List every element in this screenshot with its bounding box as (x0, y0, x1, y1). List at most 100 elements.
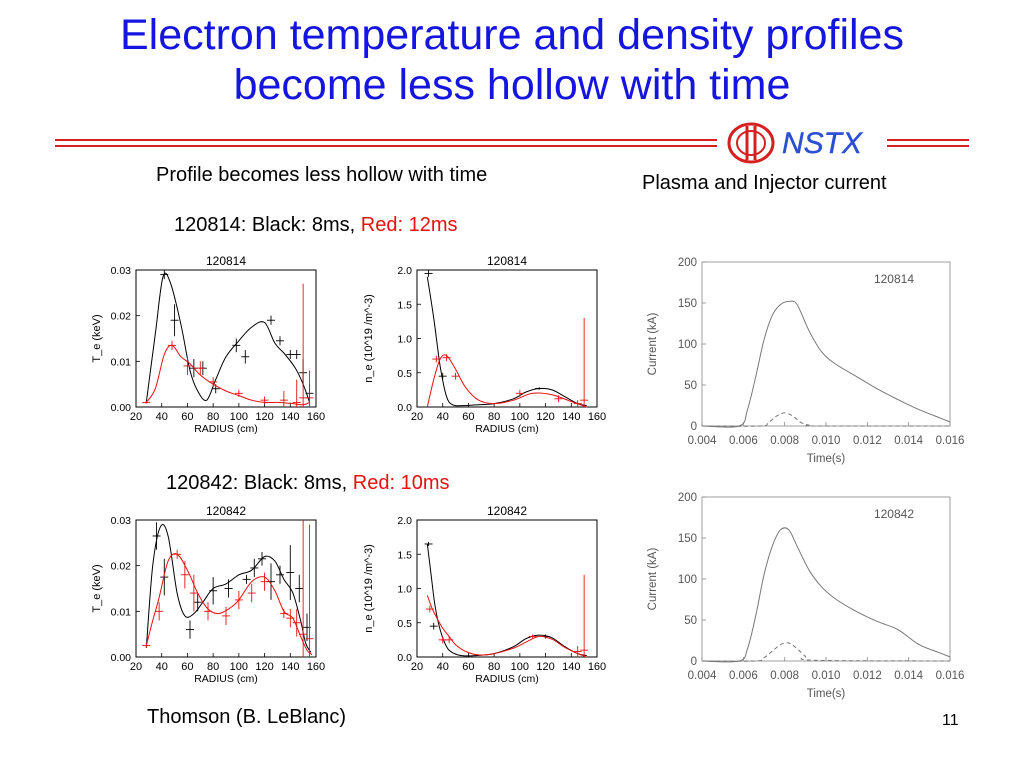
y-tick-label: 0.0 (397, 652, 412, 664)
x-tick-label: 0.004 (688, 670, 717, 682)
x-tick-label: 40 (437, 411, 449, 423)
caption-red-label: Red: 12ms (360, 214, 458, 236)
y-tick-label: 1.0 (397, 334, 412, 346)
caption-shot-120814: 120814: Black: 8ms, Red: 12ms (174, 214, 458, 237)
data-point (424, 270, 433, 277)
data-point (451, 372, 460, 380)
data-point (196, 361, 205, 376)
logo-ring-outer (727, 122, 775, 164)
data-point (260, 572, 269, 591)
y-axis-label: Current (kA) (647, 313, 659, 376)
data-point (573, 400, 582, 407)
data-point (528, 634, 537, 639)
series-line (145, 553, 313, 656)
x-tick-label: 20 (411, 661, 423, 673)
page-number: 11 (942, 712, 959, 729)
x-tick-label: 140 (562, 411, 580, 423)
x-tick-label: 160 (588, 661, 606, 673)
y-tick-label: 0.01 (111, 606, 132, 618)
x-tick-label: 140 (281, 661, 299, 673)
current-chart-120814: 0.004 0.006 0.008 0.010 0.012 0.014 0.016 0 50 10… (647, 257, 965, 465)
x-tick-label: 20 (130, 661, 142, 673)
footer-credit: Thomson (B. LeBlanc) (147, 706, 346, 728)
data-point (209, 577, 218, 605)
y-tick-label: 2.0 (397, 515, 412, 527)
current-chart-120842: 0.004 0.006 0.008 0.010 0.012 0.014 0.016 0 50 10… (647, 492, 965, 700)
x-axis-label: Time(s) (807, 688, 846, 700)
y-tick-label: 0.0 (397, 402, 412, 414)
y-tick-label: 0.00 (111, 402, 132, 414)
data-point (258, 551, 266, 566)
data-point (299, 520, 308, 657)
ne-chart-120814: 20 40 60 80 100 120 140 160 0.0 0.5 1.0 1.5 2.0 RADIU… (363, 254, 606, 435)
y-tick-label: 1.0 (397, 584, 412, 596)
y-tick-label: 0.03 (111, 265, 132, 277)
data-point (183, 356, 192, 376)
x-tick-label: 0.016 (936, 670, 965, 682)
x-tick-label: 0.004 (688, 435, 717, 447)
plot-frame (701, 261, 951, 427)
x-tick-label: 120 (255, 411, 273, 423)
data-point (438, 372, 447, 380)
x-tick-label: 120 (255, 661, 273, 673)
title-line-1: Electron temperature and density profile… (120, 11, 904, 59)
data-point (242, 574, 251, 584)
x-tick-label: 0.012 (853, 670, 882, 682)
data-point (142, 401, 151, 404)
x-tick-label: 0.012 (853, 435, 882, 447)
x-tick-label: 0.016 (936, 435, 965, 447)
chart-title: 120814 (206, 254, 246, 268)
x-axis-label: RADIUS (cm) (194, 673, 258, 685)
plot-frame (701, 496, 951, 662)
data-point (445, 636, 454, 644)
data-point (170, 304, 179, 337)
data-point (429, 622, 438, 630)
header-rule-right-top (887, 139, 969, 141)
y-axis-label: n_e (10^19 /m^-3) (363, 544, 375, 633)
x-tick-label: 0.008 (770, 670, 799, 682)
data-point (209, 377, 218, 387)
x-tick-label: 100 (230, 411, 248, 423)
data-point (241, 349, 250, 364)
header-rule-right-bottom (887, 145, 969, 147)
data-point (580, 317, 589, 407)
y-tick-label: 200 (678, 257, 697, 269)
logo-text: NSTX (782, 127, 863, 160)
x-tick-label: 140 (281, 411, 299, 423)
data-point (432, 355, 441, 363)
data-point (168, 340, 176, 350)
data-point (554, 395, 563, 403)
data-point (180, 561, 189, 589)
x-tick-label: 60 (181, 661, 193, 673)
data-point (222, 606, 230, 626)
x-tick-label: 60 (181, 411, 193, 423)
plot-frame (416, 519, 598, 658)
x-tick-label: 0.014 (894, 435, 923, 447)
y-tick-label: 150 (678, 298, 697, 310)
title-line-2: become less hollow with time (233, 61, 791, 109)
data-point (267, 315, 275, 325)
x-tick-label: 0.008 (770, 435, 799, 447)
ne-chart-120842: 20 40 60 80 100 120 140 160 0.0 0.5 1.0 1.5 2.0 RADIU… (363, 504, 606, 685)
data-point (142, 643, 151, 648)
y-tick-label: 100 (678, 574, 697, 586)
te-chart-120842: 20 40 60 80 100 120 140 160 0.00 0.01 0.02 0.03 RADI… (91, 504, 325, 685)
data-point (286, 609, 295, 628)
x-axis-label: RADIUS (cm) (194, 423, 258, 435)
data-point (279, 609, 288, 619)
chart-title: 120814 (874, 272, 914, 286)
data-point (580, 574, 589, 657)
data-point (276, 565, 284, 584)
y-tick-label: 0.02 (111, 311, 132, 323)
data-point (299, 283, 308, 407)
data-point (234, 590, 243, 610)
x-tick-label: 160 (588, 411, 606, 423)
y-tick-label: 200 (678, 492, 697, 504)
y-tick-label: 1.5 (397, 299, 412, 311)
data-point (535, 387, 544, 390)
data-point (305, 370, 314, 407)
data-point (305, 524, 314, 657)
y-axis-label: Current (kA) (647, 548, 659, 611)
data-point (234, 389, 243, 397)
x-tick-label: 80 (207, 411, 219, 423)
